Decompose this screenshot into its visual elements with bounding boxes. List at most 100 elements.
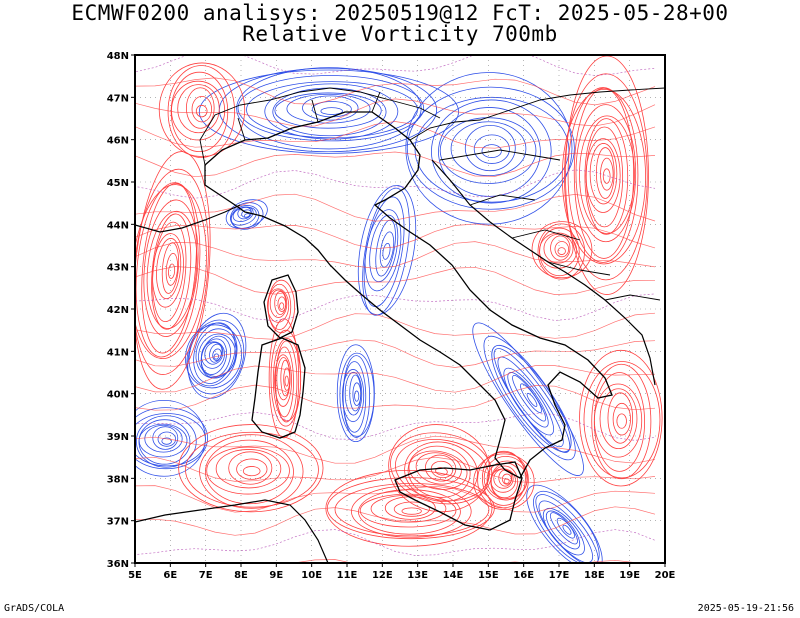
lat-label: 37N [107,517,129,528]
positive-vorticity-contour [599,388,638,450]
vorticity-contour [135,293,656,322]
lon-label: 10E [301,570,322,581]
positive-vorticity-contour [242,466,261,477]
positive-vorticity-contour [141,183,197,354]
positive-vorticity-contour [404,441,478,502]
vorticity-contour [135,193,656,222]
positive-vorticity-contour [384,496,436,520]
positive-vorticity-contour [607,392,634,444]
positive-vorticity-contour [503,478,510,484]
vorticity-contour [135,506,656,536]
positive-vorticity-contour [135,182,201,358]
negative-vorticity-contour [406,86,575,210]
vorticity-contour [135,55,656,76]
positive-vorticity-contour [408,450,468,490]
axis-ticks [131,54,666,567]
positive-vorticity-contour [591,363,652,480]
negative-vorticity-contour [237,75,425,142]
lon-label: 14E [443,570,464,581]
vorticity-contour [135,223,656,250]
axis-labels: 5E 6E 7E 8E 9E 10E 11E 12E 13E 14E 15E 16E 17E 18E 19E… [107,51,676,581]
positive-vorticity-contour [537,223,586,280]
lon-label: 17E [549,570,570,581]
positive-vorticity-contour [531,221,593,279]
positive-vorticity-contour [486,460,528,499]
lon-label: 16E [513,570,534,581]
sardinia-coastline [251,337,306,439]
positive-vorticity-contour [425,454,457,482]
positive-vorticity-contour [564,73,648,281]
positive-vorticity-contour [267,279,296,334]
negative-vorticity-contour [362,187,410,316]
positive-vorticity-contour [215,449,282,489]
positive-vorticity-contour [388,424,491,513]
lat-label: 39N [107,432,129,443]
negative-vorticity-contour [549,512,578,545]
negative-vorticity-contour [526,392,538,407]
positive-vorticity-contour [274,291,287,315]
positive-vorticity-contour [275,340,298,423]
positive-vorticity-contour [595,147,615,199]
positive-vorticity-contour [359,493,457,528]
lon-label: 19E [619,570,640,581]
negative-vorticity-contour [225,199,268,229]
positive-vorticity-contour [612,402,631,436]
negative-vorticity-contour [472,322,584,476]
negative-vorticity-contour [342,355,371,438]
positive-vorticity-contour [185,431,319,508]
positive-vorticity-contour [236,458,268,480]
balkan-coastline [431,159,656,386]
positive-vorticity-contour [390,432,493,505]
negative-vorticity-contour [431,99,552,204]
lon-label: 7E [199,570,213,581]
negative-vorticity-contour [264,83,399,140]
negative-vorticity-contour [464,124,516,172]
positive-vorticity-contour [152,221,187,323]
lat-label: 44N [107,220,129,231]
negative-vorticity-contour [336,344,375,443]
lon-label: 6E [163,570,177,581]
positive-vorticity-contour [156,238,182,300]
negative-vorticity-contour [526,484,603,563]
vorticity-contour [135,529,656,556]
negative-vorticity-contour [157,431,177,447]
negative-vorticity-contour [405,72,573,225]
lon-label: 9E [269,570,283,581]
positive-vorticity-contour [274,354,292,407]
negative-vorticity-contour [144,424,183,453]
positive-vorticity-contour [199,434,304,509]
negative-vorticity-contour [473,134,510,164]
positive-vorticity-contour [370,494,447,523]
vorticity-contour [135,312,656,340]
positive-vorticity-contour [178,424,324,513]
lon-label: 18E [584,570,605,581]
negative-vorticity-contour [414,96,570,203]
positive-vorticity-contour [561,88,646,265]
positive-vorticity-contour [585,126,624,228]
negative-vorticity-contour [342,369,365,423]
negative-vorticity-contour [545,510,581,550]
positive-vorticity-contour [554,241,570,258]
negative-vorticity-contour [320,107,343,115]
positive-vorticity-contour [204,439,294,505]
positive-vorticity-contour [473,453,535,510]
vorticity-contour [135,98,656,127]
positive-vorticity-contour [269,289,288,318]
positive-vorticity-contour [430,460,454,479]
vorticity-contour [135,266,656,295]
lat-label: 48N [107,51,129,62]
positive-vorticity-contour [267,288,290,323]
positive-vorticity-contour [600,157,614,191]
negative-vorticity-contour [185,324,242,389]
negative-vorticity-contour [135,400,206,477]
negative-vorticity-contour [198,69,459,154]
negative-vorticity-contour [274,92,382,129]
negative-vorticity-contour [562,524,572,535]
negative-vorticity-contour [363,196,405,308]
positive-vorticity-contour [483,455,528,501]
negative-vorticity-contour [187,312,247,399]
positive-vorticity-contour [177,84,220,134]
positive-vorticity-contour [228,451,273,485]
negative-vorticity-contour [382,242,391,260]
